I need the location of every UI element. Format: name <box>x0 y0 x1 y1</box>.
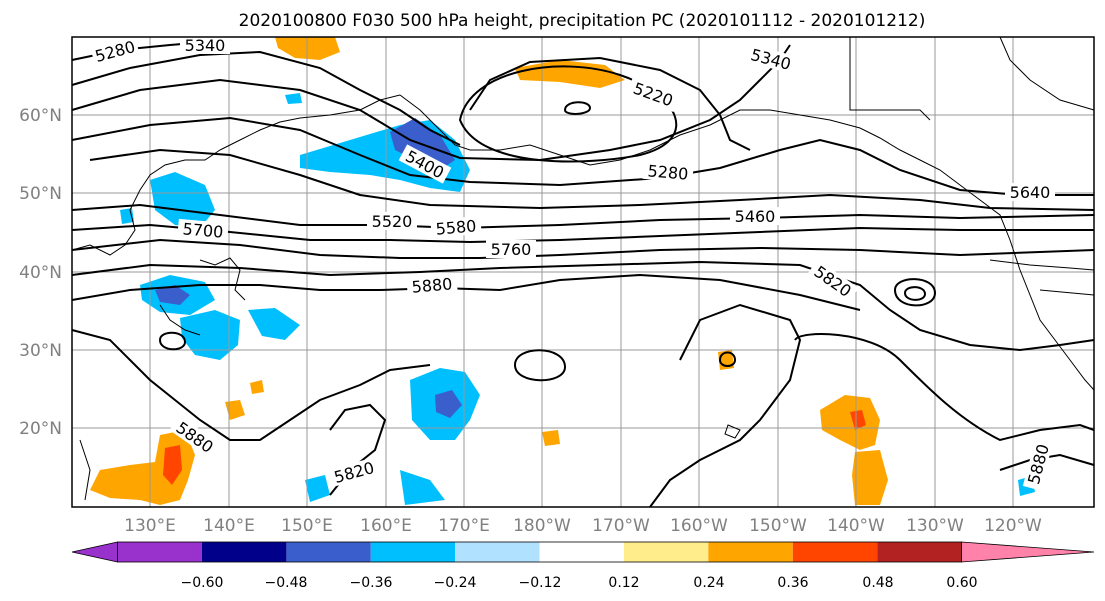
contour-label: 5460 <box>735 207 776 226</box>
lon-label: 150°W <box>749 516 807 536</box>
lon-label: 120°W <box>984 516 1042 536</box>
precip-positive-area <box>542 430 560 446</box>
precip-negative-area <box>305 475 330 502</box>
map-area: 5280 5340 5220 5340 5400 5280 5640 5700 … <box>71 36 1095 508</box>
precip-positive-core <box>163 445 182 485</box>
precip-positive-area <box>250 380 264 394</box>
precip-positive-area <box>820 395 880 450</box>
colorbar-segment <box>624 542 709 562</box>
precip-negative-core <box>435 390 462 418</box>
lon-label: 130°W <box>906 516 964 536</box>
precip-negative-area <box>285 93 302 104</box>
contour-label: 5340 <box>185 36 226 55</box>
precip-negative-area <box>248 308 300 340</box>
longitude-labels: 130°E 140°E 150°E 160°E 170°E 180°W 170°… <box>124 516 1042 536</box>
colorbar-segment <box>877 542 962 562</box>
colorbar-tick-label: −0.48 <box>265 575 308 591</box>
height-contours <box>71 39 1095 508</box>
lat-label: 30°N <box>19 341 62 361</box>
colorbar-segment <box>708 542 793 562</box>
precip-negative-area <box>400 470 445 505</box>
contour-label: 5280 <box>647 161 689 183</box>
contour-labels: 5280 5340 5220 5340 5400 5280 5640 5700 … <box>90 36 1055 491</box>
lon-label: 130°E <box>124 516 176 536</box>
lon-label: 160°W <box>670 516 728 536</box>
colorbar-tick-label: 0.60 <box>946 575 977 591</box>
colorbar-segment <box>370 542 456 562</box>
colorbar-extend-high <box>961 541 1095 563</box>
colorbar-outline <box>117 541 962 563</box>
gridlines <box>72 37 1094 507</box>
map-frame <box>71 36 1095 508</box>
precip-positive-area <box>852 450 888 505</box>
colorbar-segment <box>117 542 202 562</box>
colorbar-tick-label: −0.36 <box>350 575 393 591</box>
colorbar-tick-label: 0.48 <box>862 575 893 591</box>
colorbar-segment <box>455 542 540 562</box>
lon-label: 140°W <box>827 516 885 536</box>
colorbar-tick-label: −0.24 <box>434 575 477 591</box>
precip-positive-core <box>850 410 866 430</box>
colorbar-segments <box>71 541 1095 563</box>
precip-positive-area <box>225 400 245 420</box>
lon-label: 170°W <box>592 516 650 536</box>
lat-label: 60°N <box>19 106 62 126</box>
contour-label: 5700 <box>182 219 224 241</box>
colorbar-tick-label: −0.60 <box>181 575 224 591</box>
lat-label: 50°N <box>19 184 62 204</box>
colorbar-segment <box>792 542 878 562</box>
colorbar-segment <box>202 542 287 562</box>
lon-label: 180°W <box>513 516 571 536</box>
colorbar-tick-label: −0.12 <box>519 575 562 591</box>
colorbar: −0.60 −0.48 −0.36 −0.24 −0.12 0.12 0.24 … <box>71 541 1095 591</box>
precip-negative-core <box>155 285 190 305</box>
map-title: 2020100800 F030 500 hPa height, precipit… <box>239 11 926 31</box>
colorbar-tick-label: 0.36 <box>777 575 808 591</box>
coastlines <box>71 36 1095 501</box>
contour-label: 5580 <box>435 216 477 238</box>
contour-label: 5880 <box>411 274 453 296</box>
lon-label: 150°E <box>281 516 333 536</box>
colorbar-tick-label: 0.12 <box>608 575 639 591</box>
latitude-labels: 60°N 50°N 40°N 30°N 20°N <box>19 106 62 439</box>
contour-label: 5520 <box>372 212 413 231</box>
precip-negative-area <box>180 310 240 360</box>
colorbar-extend-low <box>71 541 118 563</box>
colorbar-segment <box>539 542 624 562</box>
lon-label: 140°E <box>203 516 255 536</box>
colorbar-labels: −0.60 −0.48 −0.36 −0.24 −0.12 0.12 0.24 … <box>181 575 978 591</box>
lat-label: 40°N <box>19 263 62 283</box>
colorbar-segment <box>286 542 371 562</box>
contour-label: 5760 <box>491 240 532 259</box>
precip-negative-area <box>150 172 215 228</box>
lon-label: 170°E <box>438 516 490 536</box>
lat-label: 20°N <box>19 419 62 439</box>
colorbar-tick-label: 0.24 <box>693 575 724 591</box>
contour-label: 5640 <box>1010 183 1051 202</box>
lon-label: 160°E <box>360 516 412 536</box>
